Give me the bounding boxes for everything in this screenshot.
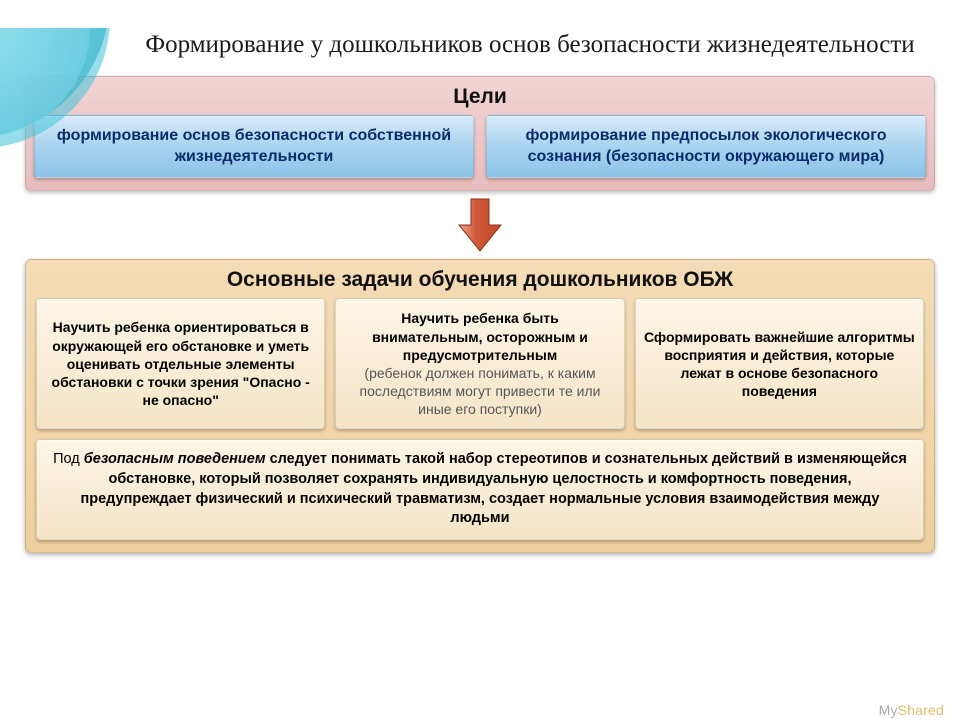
goal-box-2: формирование предпосылок экологического … — [486, 115, 926, 179]
task-bold: Научить ребенка ориентироваться в окружа… — [45, 318, 316, 409]
task-box-1: Научить ребенка ориентироваться в окружа… — [36, 298, 325, 429]
tasks-panel: Основные задачи обучения дошкольников ОБ… — [25, 259, 935, 552]
goals-panel: Цели формирование основ безопасности соб… — [25, 76, 935, 192]
definition-box: Под безопасным поведением следует понима… — [36, 439, 924, 539]
task-box-2: Научить ребенка быть внимательным, остор… — [335, 298, 624, 429]
watermark-shared: Shared — [898, 702, 944, 718]
watermark: MyShared — [879, 702, 944, 718]
task-box-3: Сформировать важнейшие алгоритмы восприя… — [635, 298, 924, 429]
definition-lead: Под — [53, 451, 84, 467]
task-sub: (ребенок должен понимать, к каким послед… — [344, 364, 615, 419]
tasks-heading: Основные задачи обучения дошкольников ОБ… — [36, 266, 924, 298]
slide: Формирование у дошкольников основ безопа… — [0, 28, 960, 720]
arrow-down — [0, 197, 960, 253]
task-bold: Сформировать важнейшие алгоритмы восприя… — [644, 328, 915, 401]
goals-heading: Цели — [34, 83, 926, 115]
definition-emphasis: безопасным поведением — [84, 451, 266, 467]
goal-box-1: формирование основ безопасности собствен… — [34, 115, 474, 179]
task-bold: Научить ребенка быть внимательным, остор… — [344, 309, 615, 364]
slide-title: Формирование у дошкольников основ безопа… — [140, 28, 920, 62]
watermark-my: My — [879, 702, 898, 718]
task-row: Научить ребенка ориентироваться в окружа… — [36, 298, 924, 429]
goal-row: формирование основ безопасности собствен… — [34, 115, 926, 179]
